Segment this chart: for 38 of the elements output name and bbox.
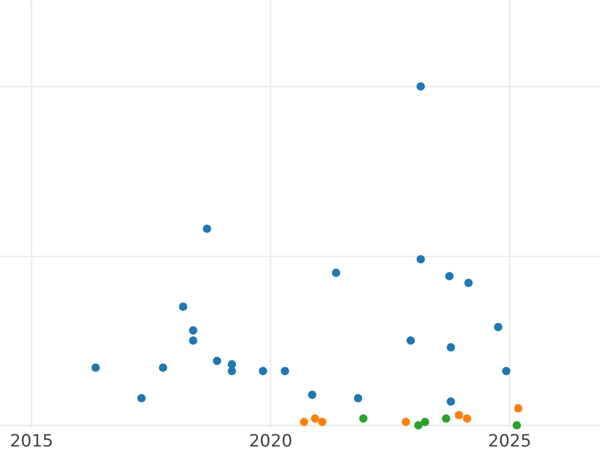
point — [188, 326, 198, 335]
point — [258, 366, 268, 376]
point — [318, 418, 326, 426]
point — [416, 82, 425, 91]
point — [359, 414, 368, 423]
point — [442, 414, 450, 423]
point — [91, 364, 100, 372]
point — [514, 404, 522, 413]
point — [212, 356, 222, 366]
point — [280, 366, 290, 376]
point — [310, 414, 320, 423]
point — [462, 414, 472, 423]
point — [445, 272, 454, 280]
point — [332, 268, 340, 277]
point — [188, 336, 198, 345]
point — [494, 322, 502, 332]
x-tick-label: 2025 — [488, 432, 532, 450]
point — [464, 278, 473, 288]
point — [178, 302, 188, 311]
point — [416, 255, 425, 264]
point — [158, 364, 168, 372]
point — [414, 421, 423, 430]
point — [402, 418, 410, 426]
point — [446, 397, 456, 406]
point — [446, 343, 456, 352]
point — [406, 336, 415, 345]
point — [300, 418, 308, 426]
point — [308, 390, 316, 399]
point — [502, 366, 510, 376]
point — [420, 418, 430, 426]
x-tick-label: 2015 — [10, 432, 54, 450]
x-tick-label: 2020 — [248, 432, 292, 450]
point — [454, 410, 464, 420]
point — [202, 224, 212, 233]
point — [354, 394, 362, 402]
point — [137, 394, 146, 402]
point — [512, 421, 521, 430]
point — [228, 366, 236, 376]
